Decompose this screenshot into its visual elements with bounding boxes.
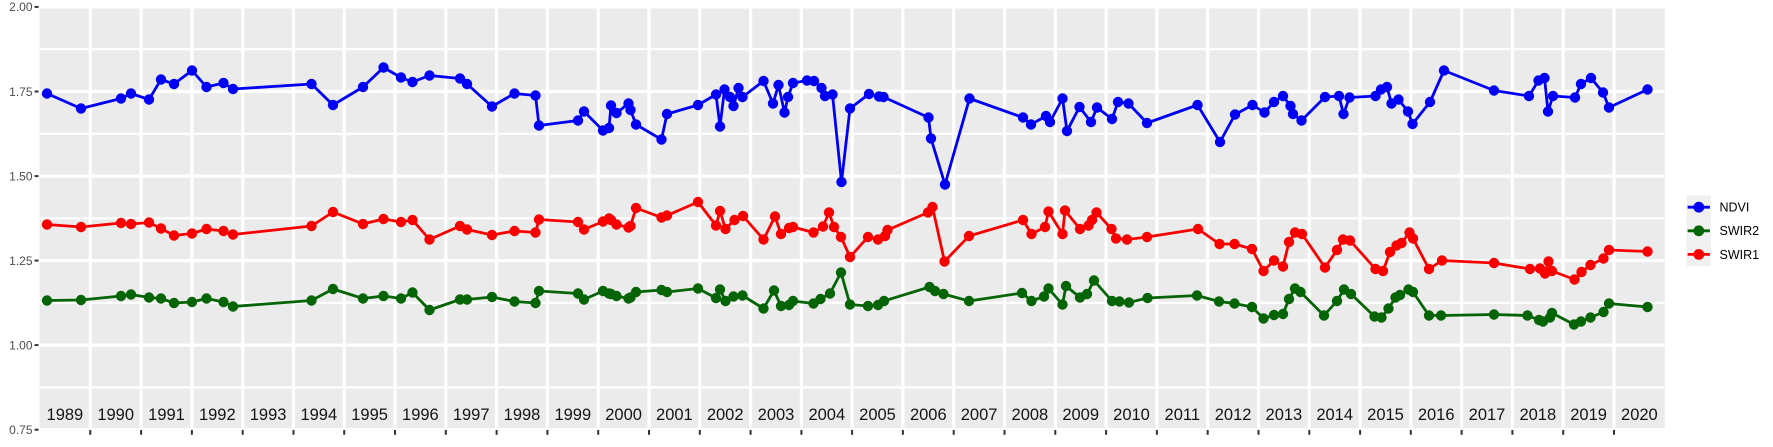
svg-text:2002: 2002: [707, 406, 744, 424]
svg-text:2003: 2003: [758, 406, 795, 424]
svg-text:2008: 2008: [1012, 406, 1049, 424]
svg-text:0.75: 0.75: [9, 423, 33, 437]
svg-text:1997: 1997: [453, 406, 490, 424]
svg-text:1990: 1990: [97, 406, 134, 424]
svg-text:2005: 2005: [859, 406, 896, 424]
svg-text:1994: 1994: [300, 406, 337, 424]
svg-text:1999: 1999: [554, 406, 591, 424]
svg-text:NDVI: NDVI: [1720, 201, 1750, 215]
svg-text:1995: 1995: [351, 406, 388, 424]
svg-text:2014: 2014: [1316, 406, 1353, 424]
svg-text:2006: 2006: [910, 406, 947, 424]
svg-text:2012: 2012: [1215, 406, 1252, 424]
svg-text:2.00: 2.00: [9, 0, 33, 14]
svg-text:2015: 2015: [1367, 406, 1404, 424]
svg-text:1993: 1993: [250, 406, 287, 424]
svg-text:2020: 2020: [1621, 406, 1658, 424]
svg-text:1992: 1992: [199, 406, 236, 424]
svg-text:1996: 1996: [402, 406, 439, 424]
svg-text:1.75: 1.75: [9, 85, 33, 99]
svg-text:1998: 1998: [504, 406, 541, 424]
svg-text:2010: 2010: [1113, 406, 1150, 424]
svg-text:2019: 2019: [1570, 406, 1607, 424]
svg-text:2000: 2000: [605, 406, 642, 424]
svg-text:2007: 2007: [961, 406, 998, 424]
svg-text:2004: 2004: [808, 406, 845, 424]
svg-text:2018: 2018: [1519, 406, 1556, 424]
svg-text:1991: 1991: [148, 406, 185, 424]
svg-text:1.25: 1.25: [9, 254, 33, 268]
svg-text:2016: 2016: [1418, 406, 1455, 424]
svg-text:2013: 2013: [1266, 406, 1303, 424]
svg-text:2009: 2009: [1062, 406, 1099, 424]
svg-text:SWIR2: SWIR2: [1720, 224, 1760, 238]
svg-text:2017: 2017: [1469, 406, 1506, 424]
svg-text:1.50: 1.50: [9, 169, 33, 183]
svg-text:2011: 2011: [1165, 406, 1200, 424]
svg-text:2001: 2001: [656, 406, 693, 424]
svg-text:1.00: 1.00: [9, 338, 33, 352]
svg-text:SWIR1: SWIR1: [1720, 248, 1760, 262]
svg-text:1989: 1989: [47, 406, 84, 424]
